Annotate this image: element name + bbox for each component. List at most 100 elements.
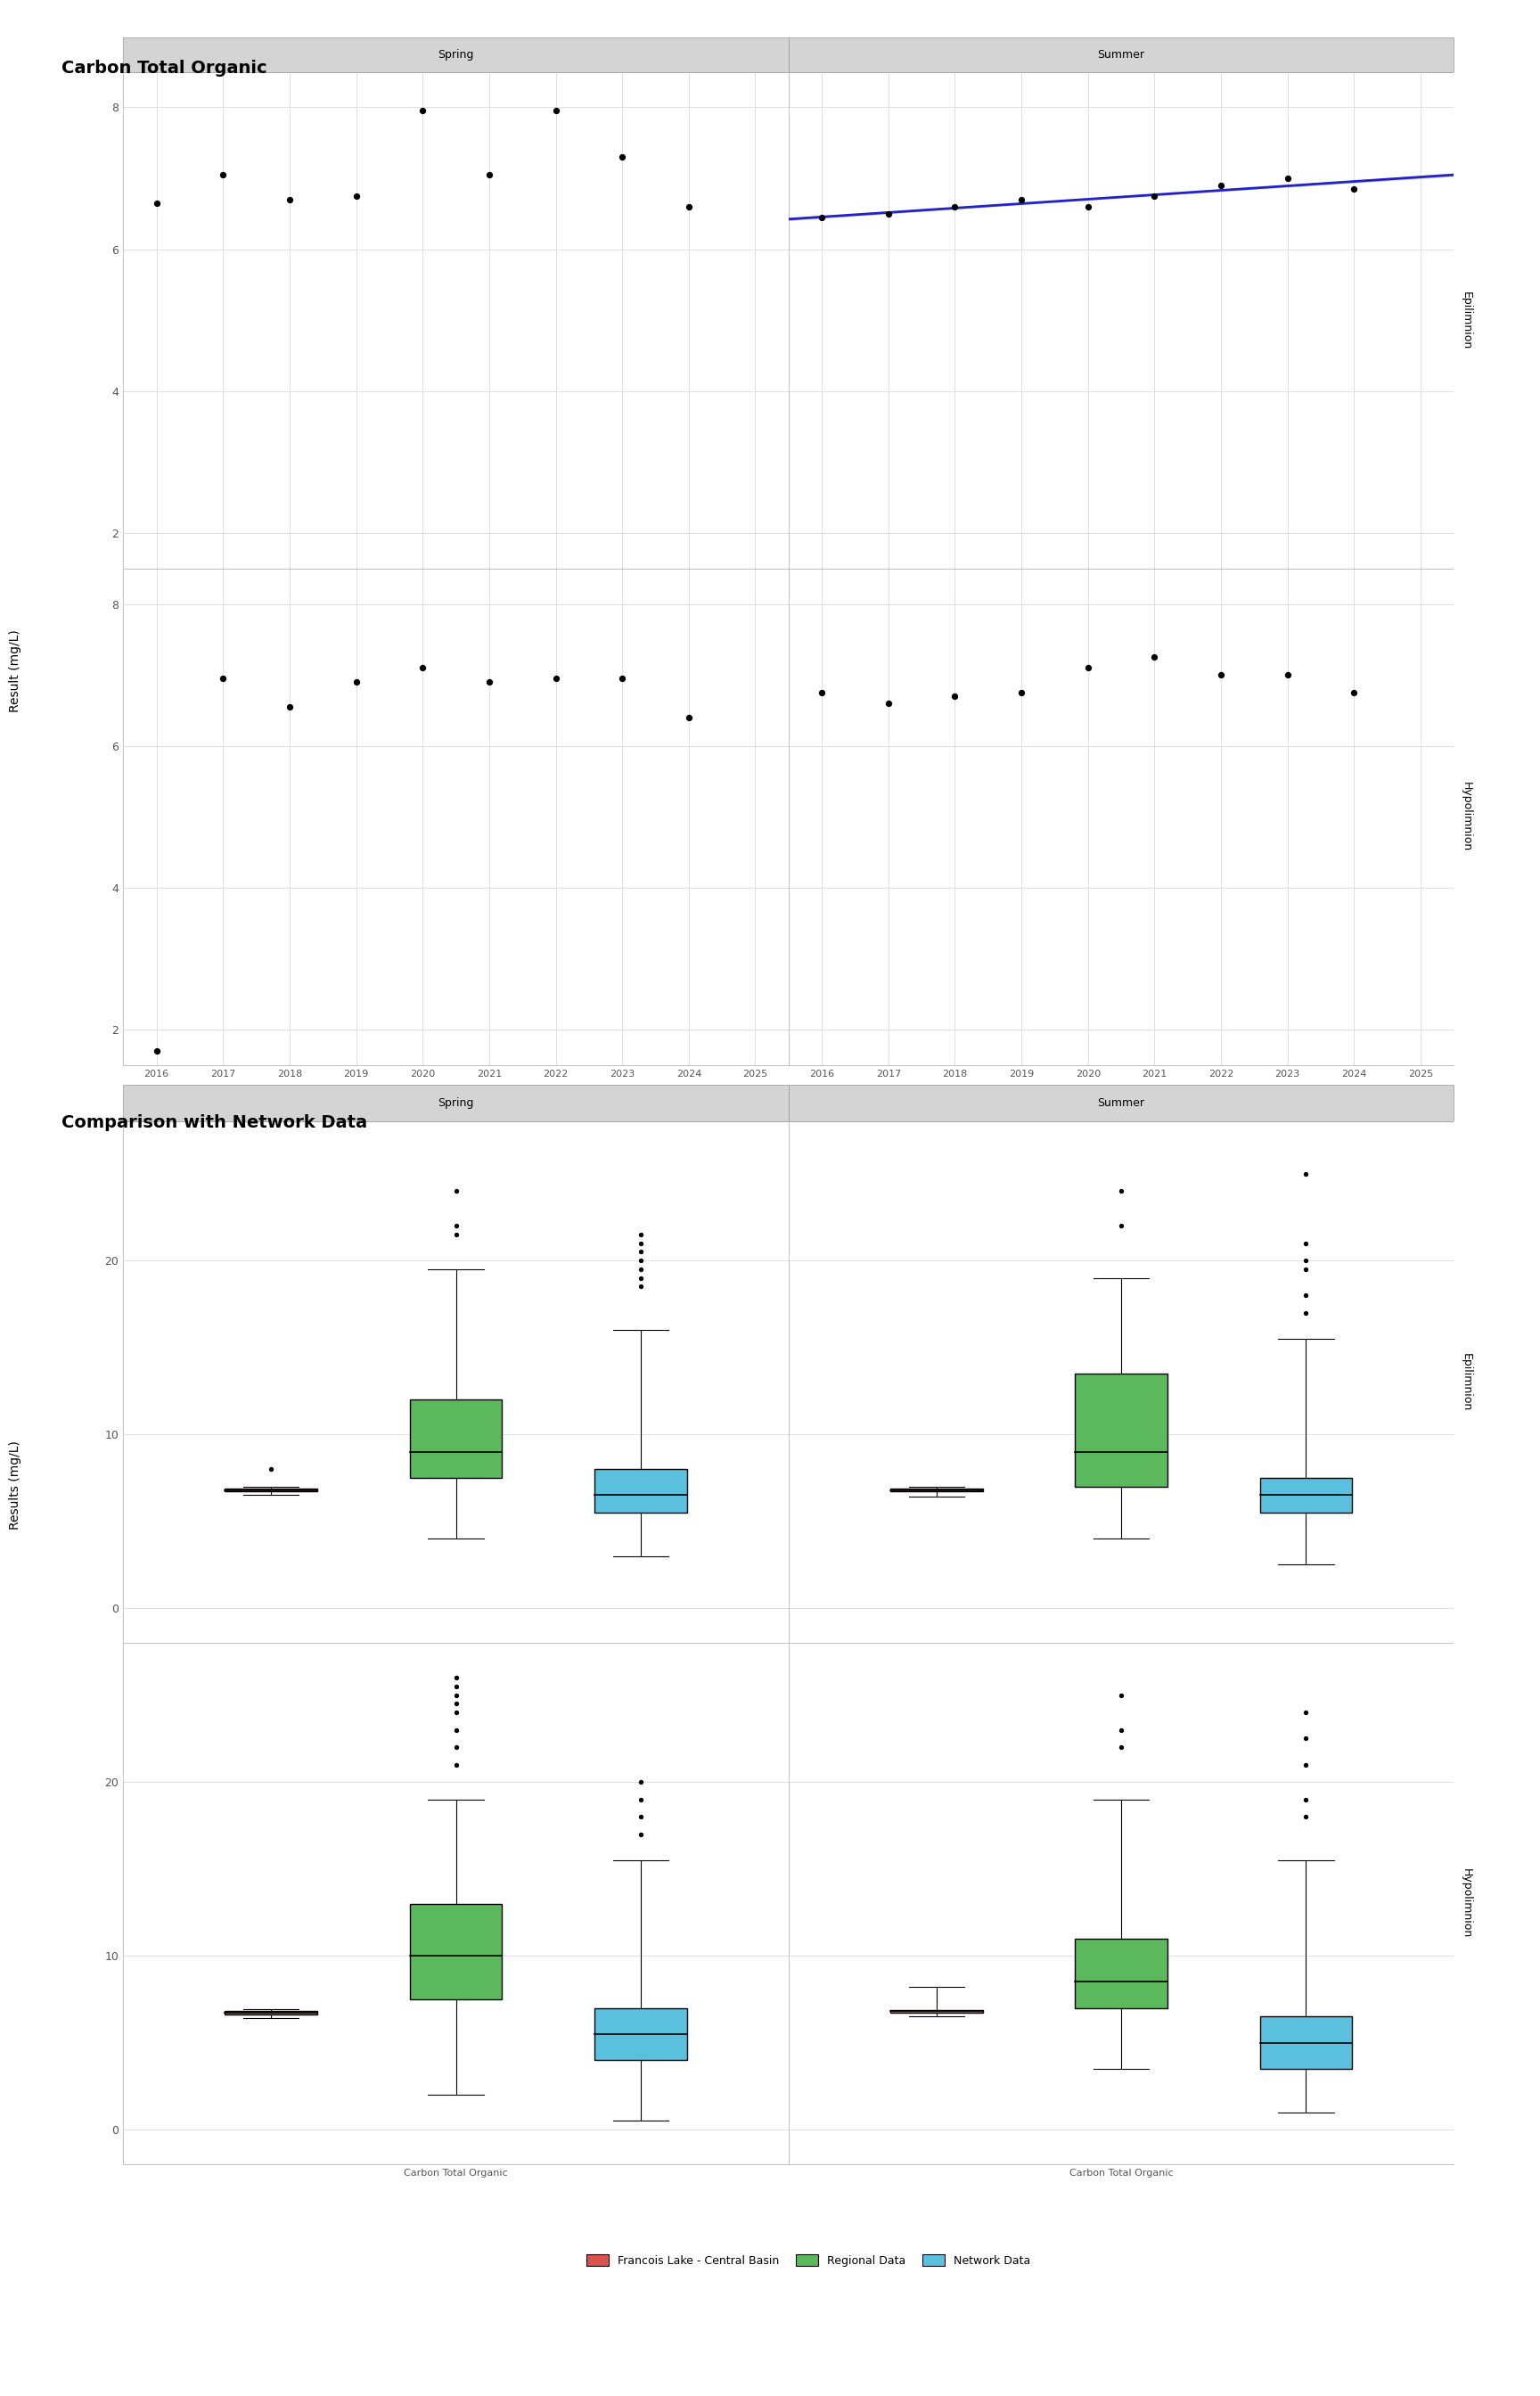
Point (942, 187, 967, 225)
Point (676, 697, 701, 736)
Point (444, 1675, 468, 1713)
Point (444, 1711, 468, 1749)
Text: Hypolimnion: Hypolimnion (1460, 781, 1472, 851)
Point (544, 659, 568, 697)
FancyBboxPatch shape (410, 1399, 502, 1478)
Text: Epilimnion: Epilimnion (1460, 1354, 1472, 1411)
Point (628, 1258, 653, 1296)
Text: Spring: Spring (437, 48, 474, 60)
Point (1294, 1224, 1318, 1263)
Point (628, 1224, 653, 1263)
Point (343, 177, 368, 216)
Point (610, 139, 634, 177)
Point (1143, 177, 1167, 216)
Point (1143, 637, 1167, 676)
FancyBboxPatch shape (410, 1902, 502, 1998)
FancyBboxPatch shape (594, 2008, 687, 2061)
Point (1109, 1172, 1133, 1210)
Point (1009, 673, 1033, 712)
Point (1075, 187, 1100, 225)
Point (444, 1728, 468, 1766)
Point (145, 1033, 169, 1071)
Point (444, 1172, 468, 1210)
Point (1294, 1277, 1318, 1315)
Point (477, 156, 502, 194)
Text: Summer: Summer (1098, 1097, 1144, 1109)
FancyBboxPatch shape (1075, 1373, 1167, 1486)
FancyBboxPatch shape (1075, 1938, 1167, 2008)
Legend: Francois Lake - Central Basin, Regional Data, Network Data: Francois Lake - Central Basin, Regional … (582, 2250, 1035, 2271)
Point (259, 1450, 283, 1488)
Point (942, 678, 967, 716)
Point (628, 1267, 653, 1306)
Point (876, 194, 901, 232)
Point (628, 1215, 653, 1253)
Point (1294, 1294, 1318, 1332)
Point (876, 685, 901, 724)
Point (277, 180, 302, 218)
Point (444, 1694, 468, 1732)
Point (1294, 1694, 1318, 1732)
Point (444, 1668, 468, 1706)
Point (1009, 180, 1033, 218)
FancyBboxPatch shape (225, 1488, 317, 1493)
Point (444, 1215, 468, 1253)
Point (1294, 1251, 1318, 1289)
Point (1109, 1711, 1133, 1749)
Point (628, 1797, 653, 1835)
Point (628, 1780, 653, 1819)
FancyBboxPatch shape (788, 36, 1454, 72)
Point (610, 659, 634, 697)
Point (628, 1241, 653, 1279)
Point (444, 1658, 468, 1696)
Point (1341, 673, 1366, 712)
Text: Summer: Summer (1098, 48, 1144, 60)
Point (1294, 1797, 1318, 1835)
Point (1294, 1744, 1318, 1783)
Point (444, 1684, 468, 1723)
Point (810, 673, 835, 712)
Point (343, 664, 368, 702)
Point (410, 649, 434, 688)
Point (628, 1251, 653, 1289)
Point (676, 187, 701, 225)
Point (410, 91, 434, 129)
FancyBboxPatch shape (890, 2010, 983, 2013)
Point (1275, 657, 1300, 695)
Point (1209, 657, 1234, 695)
Point (444, 1744, 468, 1783)
Point (810, 199, 835, 237)
Point (277, 688, 302, 726)
Point (1294, 1780, 1318, 1819)
FancyBboxPatch shape (594, 1469, 687, 1512)
Text: Comparison with Network Data: Comparison with Network Data (62, 1114, 368, 1131)
FancyBboxPatch shape (123, 1085, 788, 1121)
Point (1294, 1241, 1318, 1279)
Text: Result (mg/L): Result (mg/L) (9, 630, 22, 712)
Point (1109, 1675, 1133, 1713)
Point (211, 659, 236, 697)
Text: Hypolimnion: Hypolimnion (1460, 1869, 1472, 1938)
FancyBboxPatch shape (225, 2010, 317, 2015)
Point (211, 156, 236, 194)
Point (1109, 1208, 1133, 1246)
Text: Results (mg/L): Results (mg/L) (9, 1440, 22, 1531)
Point (1209, 165, 1234, 204)
FancyBboxPatch shape (788, 1085, 1454, 1121)
FancyBboxPatch shape (123, 36, 788, 72)
FancyBboxPatch shape (1260, 2017, 1352, 2068)
Point (145, 184, 169, 223)
Point (544, 91, 568, 129)
Point (1275, 158, 1300, 196)
FancyBboxPatch shape (1260, 1478, 1352, 1512)
Point (1294, 1720, 1318, 1759)
Text: Epilimnion: Epilimnion (1460, 290, 1472, 350)
FancyBboxPatch shape (890, 1488, 983, 1493)
Point (1075, 649, 1100, 688)
Text: Spring: Spring (437, 1097, 474, 1109)
Point (1294, 1155, 1318, 1193)
Text: Carbon Total Organic: Carbon Total Organic (62, 60, 266, 77)
Point (628, 1814, 653, 1852)
Point (1109, 1728, 1133, 1766)
Point (477, 664, 502, 702)
